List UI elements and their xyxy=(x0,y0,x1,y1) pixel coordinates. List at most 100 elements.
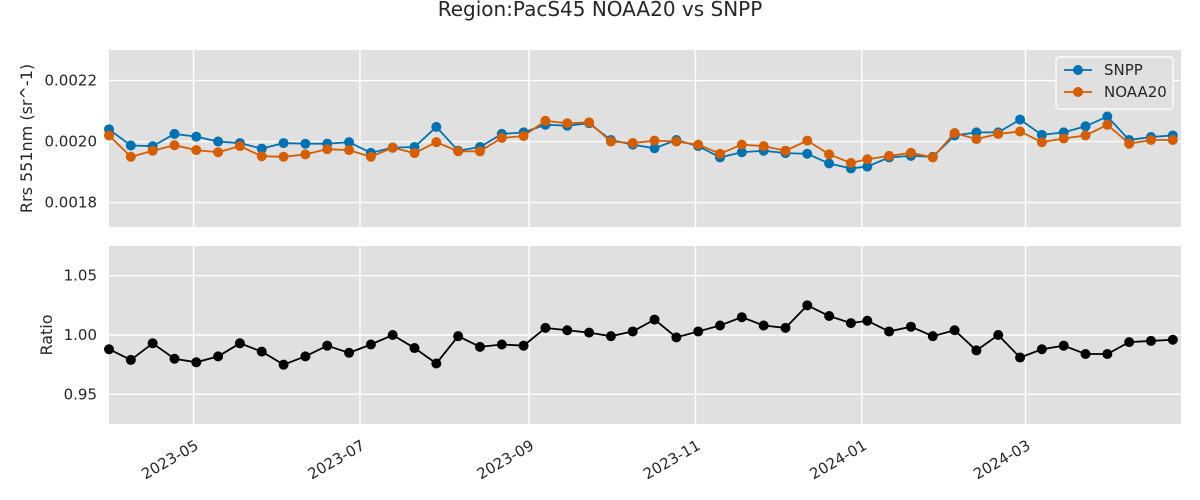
bottom-data-point xyxy=(993,330,1004,340)
top-data-point xyxy=(147,145,158,156)
top-panel: 0.0018 0.0020 0.0022 Rrs 551nm (sr^-1) xyxy=(17,50,1181,227)
top-plot-area xyxy=(109,50,1181,227)
top-data-point xyxy=(736,147,747,158)
bottom-data-point xyxy=(234,338,245,349)
bottom-data-point xyxy=(104,344,114,355)
top-data-point xyxy=(824,158,835,169)
top-data-point xyxy=(278,138,289,149)
bottom-data-point xyxy=(884,326,895,337)
top-data-point xyxy=(104,130,114,141)
bottom-data-point xyxy=(971,345,982,356)
bottom-data-point xyxy=(824,311,835,322)
bottom-data-point xyxy=(387,330,398,340)
bottom-y-tick-label: 1.00 xyxy=(64,326,97,344)
top-data-point xyxy=(169,128,180,139)
top-data-point xyxy=(300,149,311,160)
top-data-point xyxy=(649,135,660,146)
top-data-point xyxy=(649,143,660,154)
top-data-point xyxy=(409,148,420,159)
bottom-data-point xyxy=(540,322,551,333)
top-data-point xyxy=(431,121,442,132)
bottom-data-point xyxy=(845,318,856,329)
bottom-data-point xyxy=(1080,348,1091,359)
bottom-y-tick-label: 0.95 xyxy=(64,385,97,403)
bottom-data-point xyxy=(1145,335,1156,346)
bottom-data-point xyxy=(736,312,747,323)
bottom-data-point xyxy=(322,340,333,351)
top-data-point xyxy=(1080,130,1091,141)
top-data-point xyxy=(1058,133,1069,144)
top-data-point xyxy=(1036,137,1047,148)
top-data-point xyxy=(1167,135,1178,146)
bottom-data-point xyxy=(169,353,180,364)
bottom-data-point xyxy=(758,320,769,331)
top-data-point xyxy=(453,146,464,157)
bottom-data-point xyxy=(949,325,960,336)
top-data-point xyxy=(971,134,982,145)
top-data-point xyxy=(693,139,704,150)
bottom-data-point xyxy=(213,351,224,362)
x-tick-label: 2024-03 xyxy=(970,436,1033,483)
x-tick-label: 2023-05 xyxy=(138,436,201,483)
bottom-data-point xyxy=(802,300,813,311)
bottom-data-point xyxy=(715,320,726,331)
bottom-y-tick-label: 1.05 xyxy=(64,267,97,285)
bottom-data-point xyxy=(1058,340,1069,351)
bottom-data-point xyxy=(927,331,938,342)
bottom-data-point xyxy=(147,338,158,349)
top-data-point xyxy=(862,161,873,172)
top-data-point xyxy=(234,141,245,152)
top-data-point xyxy=(431,137,442,148)
top-data-point xyxy=(1102,111,1113,122)
top-data-point xyxy=(715,148,726,159)
bottom-data-point xyxy=(300,351,311,362)
top-series xyxy=(104,111,1178,174)
top-data-point xyxy=(474,146,485,157)
bottom-y-ticks: 0.95 1.00 1.05 xyxy=(64,267,97,404)
top-data-point xyxy=(862,154,873,165)
top-y-ticks: 0.0018 0.0020 0.0022 xyxy=(45,72,98,212)
top-data-point xyxy=(213,136,224,147)
bottom-data-point xyxy=(1015,352,1026,363)
top-data-point xyxy=(1145,135,1156,146)
x-tick-label: 2024-01 xyxy=(807,436,870,483)
bottom-data-point xyxy=(453,331,464,342)
top-data-point xyxy=(213,147,224,158)
bottom-data-point xyxy=(693,326,704,337)
top-data-point xyxy=(496,132,507,143)
bottom-data-point xyxy=(191,357,202,368)
bottom-data-point xyxy=(474,341,485,352)
bottom-data-point xyxy=(518,340,529,351)
top-data-point xyxy=(1124,138,1135,149)
top-y-axis-label: Rrs 551nm (sr^-1) xyxy=(17,64,36,213)
x-tick-labels: 2023-05 2023-07 2023-09 2023-11 2024-01 2024-… xyxy=(138,436,1033,483)
top-data-point xyxy=(540,115,551,126)
top-data-point xyxy=(191,145,202,156)
bottom-data-point xyxy=(905,321,916,332)
bottom-data-point xyxy=(344,347,355,358)
top-data-point xyxy=(1036,129,1047,140)
bottom-grid xyxy=(109,246,1181,424)
bottom-data-point xyxy=(649,314,660,325)
top-data-point xyxy=(736,139,747,150)
top-grid xyxy=(109,50,1181,227)
top-data-point xyxy=(300,138,311,149)
top-data-point xyxy=(1015,114,1026,125)
top-data-point xyxy=(605,136,616,147)
legend: SNPP NOAA20 xyxy=(1055,56,1174,110)
top-y-tick-label: 0.0022 xyxy=(45,72,98,90)
legend-marker-snpp xyxy=(1073,65,1083,75)
top-data-point xyxy=(802,148,813,159)
top-data-point xyxy=(584,117,595,128)
top-data-point xyxy=(387,142,398,153)
legend-marker-noaa20 xyxy=(1073,87,1083,97)
top-data-point xyxy=(322,144,333,155)
top-data-point xyxy=(344,145,355,156)
bottom-data-point xyxy=(1036,344,1047,355)
x-tick-label: 2023-11 xyxy=(640,436,703,483)
bottom-data-point xyxy=(562,325,573,336)
top-data-point xyxy=(278,151,289,162)
bottom-data-point xyxy=(584,327,595,338)
bottom-data-point xyxy=(1102,348,1113,359)
